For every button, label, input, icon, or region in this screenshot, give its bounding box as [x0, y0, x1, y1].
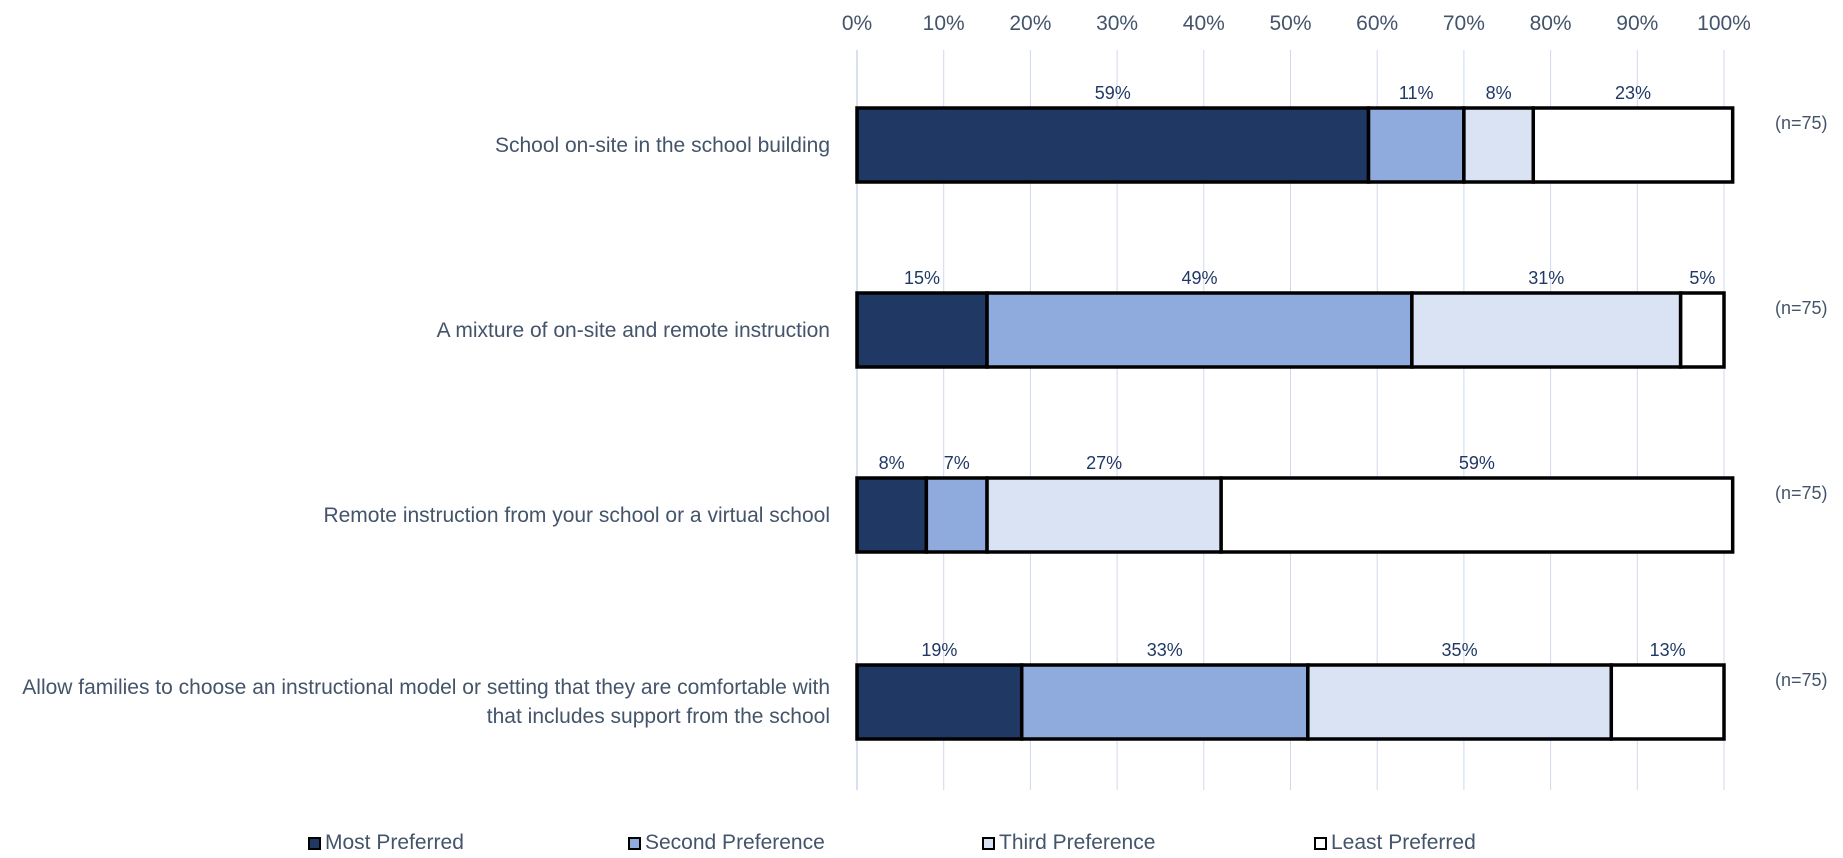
bar-segment [924, 476, 989, 554]
x-tick-label: 20% [1009, 12, 1051, 35]
legend-swatch [308, 836, 321, 850]
data-label: 35% [1442, 640, 1478, 660]
category-label: Remote instruction from your school or a… [323, 503, 830, 527]
x-tick-label: 90% [1616, 12, 1658, 35]
data-label: 8% [879, 453, 905, 473]
x-tick-label: 100% [1697, 12, 1751, 35]
bar-segment [1410, 291, 1683, 369]
data-label: 31% [1528, 268, 1564, 288]
data-label: 19% [921, 640, 957, 660]
data-label: 15% [904, 268, 940, 288]
bar-segment [855, 663, 1024, 741]
bar-segment [985, 291, 1414, 369]
bar-segment [1462, 106, 1536, 184]
bar-segment [855, 106, 1371, 184]
data-label: 8% [1486, 83, 1512, 103]
legend-label: Most Preferred [325, 831, 464, 854]
x-tick-label: 30% [1096, 12, 1138, 35]
data-label: 7% [944, 453, 970, 473]
category-label: A mixture of on-site and remote instruct… [436, 318, 830, 342]
bar-segment [985, 476, 1223, 554]
category-label: Allow families to choose an instructiona… [22, 676, 830, 728]
bar-segment [1306, 663, 1614, 741]
sample-size-label: (n=75) [1775, 113, 1828, 133]
data-label: 13% [1650, 640, 1686, 660]
category-label: School on-site in the school building [494, 133, 830, 157]
bar-segment [855, 476, 929, 554]
x-tick-label: 40% [1183, 12, 1225, 35]
legend-item: Second Preference [628, 831, 825, 855]
data-label: 23% [1615, 83, 1651, 103]
data-label: 11% [1399, 83, 1434, 103]
data-label: 59% [1095, 83, 1131, 103]
legend-item: Least Preferred [1314, 831, 1476, 855]
legend-label: Least Preferred [1331, 831, 1476, 854]
data-label: 33% [1147, 640, 1183, 660]
sample-size-label: (n=75) [1775, 483, 1828, 503]
bar-segment [855, 291, 989, 369]
x-tick-label: 60% [1356, 12, 1398, 35]
legend-swatch [982, 836, 995, 850]
bar-segment [1366, 106, 1466, 184]
legend-swatch [628, 836, 641, 850]
x-tick-label: 0% [842, 12, 872, 35]
x-tick-label: 80% [1530, 12, 1572, 35]
bar-segment [1678, 291, 1726, 369]
data-label: 27% [1086, 453, 1122, 473]
bar-segment [1609, 663, 1726, 741]
x-tick-label: 50% [1269, 12, 1311, 35]
data-label: 59% [1459, 453, 1495, 473]
data-label: 5% [1689, 268, 1715, 288]
x-tick-label: 70% [1443, 12, 1485, 35]
bar-segment [1531, 106, 1735, 184]
sample-size-label: (n=75) [1775, 298, 1828, 318]
legend-item: Third Preference [982, 831, 1155, 855]
bar-segment [1219, 476, 1735, 554]
legend-label: Third Preference [999, 831, 1156, 854]
bar-segment [1019, 663, 1310, 741]
sample-size-label: (n=75) [1775, 670, 1828, 690]
legend-label: Second Preference [645, 831, 825, 854]
legend-item: Most Preferred [308, 831, 464, 855]
x-tick-label: 10% [923, 12, 965, 35]
legend-swatch [1314, 836, 1327, 850]
data-label: 49% [1181, 268, 1217, 288]
